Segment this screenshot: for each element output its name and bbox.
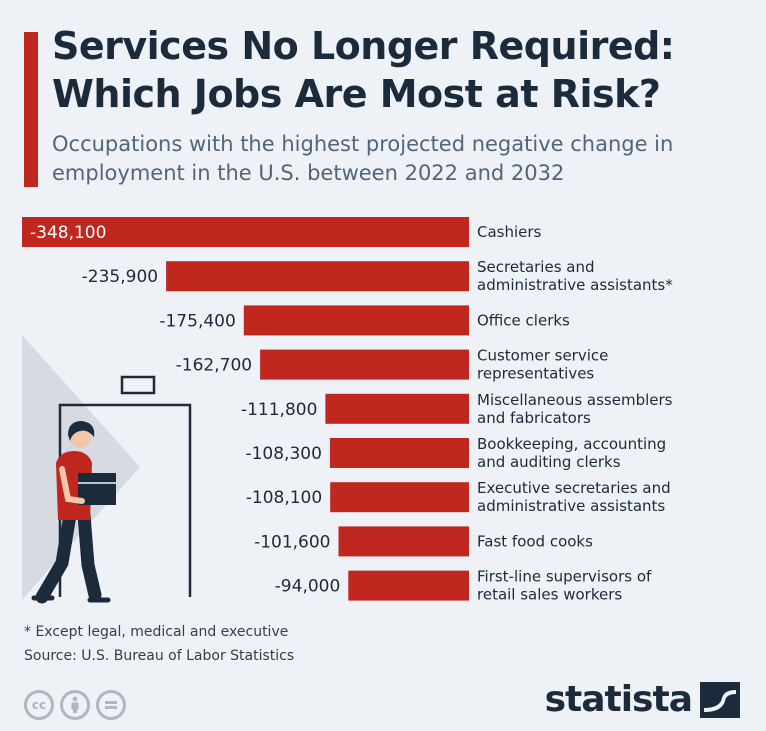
category-label-line: Customer service — [477, 347, 608, 365]
category-label-line: administrative assistants — [477, 497, 665, 515]
category-label-line: representatives — [477, 365, 594, 383]
category-label-line: Office clerks — [477, 311, 570, 329]
category-label: Fast food cooks — [477, 532, 593, 550]
no-derivatives-icon[interactable] — [96, 690, 126, 720]
category-label-line: Miscellaneous assemblers — [477, 391, 673, 409]
creative-commons-icon[interactable]: cc — [24, 690, 54, 720]
category-label: Executive secretaries and administrative … — [477, 479, 671, 515]
value-label: -108,100 — [246, 488, 322, 508]
statista-logo-icon — [700, 682, 740, 718]
value-label: -175,400 — [159, 311, 235, 331]
bar — [243, 305, 469, 336]
value-label: -235,900 — [82, 267, 158, 287]
bar — [325, 393, 469, 424]
category-label: First-line supervisors of retail sales wo… — [477, 568, 652, 604]
statista-brand[interactable]: statista — [545, 680, 740, 720]
page-title: Services No Longer Required: Which Jobs … — [52, 24, 675, 116]
category-label: Cashiers — [477, 223, 542, 241]
category-label-line: retail sales workers — [477, 586, 622, 604]
bar-chart: -348,100 Cashiers-235,900 Secretaries and a… — [22, 217, 673, 604]
category-label-line: Bookkeeping, accounting — [477, 435, 666, 453]
bar — [260, 349, 469, 380]
value-label: -94,000 — [275, 577, 341, 597]
value-label: -108,300 — [245, 444, 321, 464]
license-icons: cc — [24, 690, 126, 720]
bar — [348, 570, 469, 601]
person-carrying-box-leaving-illustration — [22, 335, 192, 604]
category-label-line: and fabricators — [477, 409, 591, 427]
category-label: Office clerks — [477, 311, 570, 329]
category-label-line: administrative assistants* — [477, 276, 673, 294]
value-label: -348,100 — [30, 223, 106, 243]
category-label-line: First-line supervisors of — [477, 568, 652, 586]
bar — [330, 482, 469, 513]
category-label-line: Executive secretaries and — [477, 479, 671, 497]
category-label-line: Secretaries and — [477, 258, 595, 276]
bar — [338, 526, 469, 557]
source-note: Source: U.S. Bureau of Labor Statistics — [24, 648, 295, 664]
attribution-icon[interactable] — [60, 690, 90, 720]
category-label-line: and auditing clerks — [477, 453, 621, 471]
category-label: Bookkeeping, accounting and auditing cler… — [477, 435, 666, 471]
category-label-line: Fast food cooks — [477, 532, 593, 550]
category-label: Customer service representatives — [477, 347, 608, 383]
page-subtitle: Occupations with the highest projected n… — [52, 132, 674, 185]
category-label: Miscellaneous assemblers and fabricators — [477, 391, 673, 427]
category-label-line: Cashiers — [477, 223, 542, 241]
brand-name: statista — [544, 679, 693, 720]
bar — [329, 438, 469, 468]
value-label: -162,700 — [176, 356, 252, 376]
bar — [166, 261, 469, 292]
bar — [22, 217, 469, 247]
title-accent-bar — [24, 32, 38, 187]
category-label: Secretaries and administrative assistants… — [477, 258, 673, 294]
value-label: -101,600 — [254, 532, 330, 552]
footnote: * Except legal, medical and executive — [24, 624, 289, 640]
value-label: -111,800 — [241, 400, 317, 420]
